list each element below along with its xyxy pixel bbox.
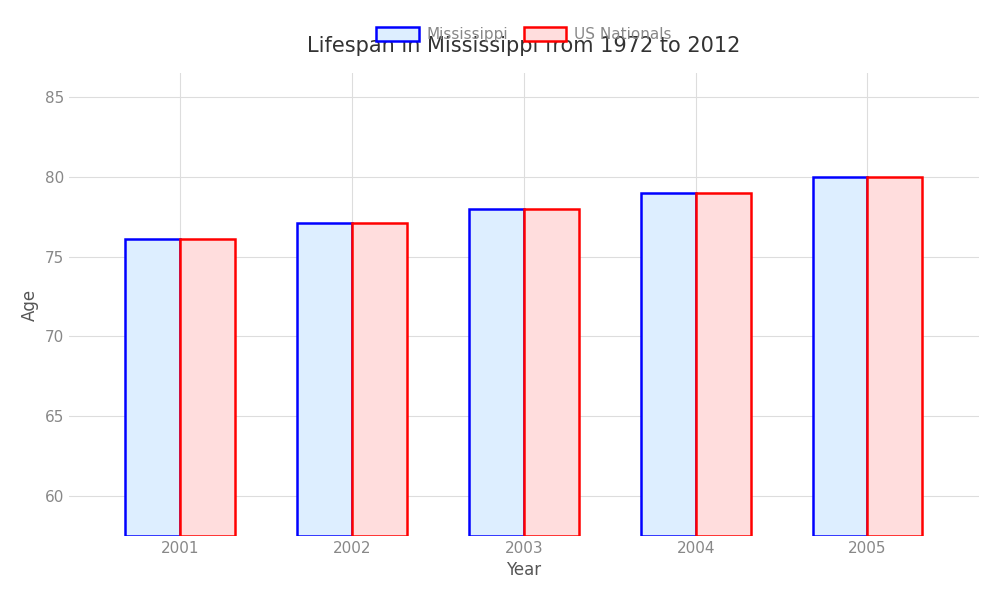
Bar [524,209,579,536]
Title: Lifespan in Mississippi from 1972 to 2012: Lifespan in Mississippi from 1972 to 201… [307,37,741,56]
Legend: Mississippi, US Nationals: Mississippi, US Nationals [370,21,678,48]
Bar [125,239,180,536]
Bar [813,177,867,536]
Bar [352,223,407,536]
Bar [180,239,235,536]
X-axis label: Year: Year [506,561,541,579]
Y-axis label: Age: Age [21,289,39,320]
Bar [297,223,352,536]
Bar [867,177,922,536]
Bar [469,209,524,536]
Bar [641,193,696,536]
Bar [696,193,751,536]
